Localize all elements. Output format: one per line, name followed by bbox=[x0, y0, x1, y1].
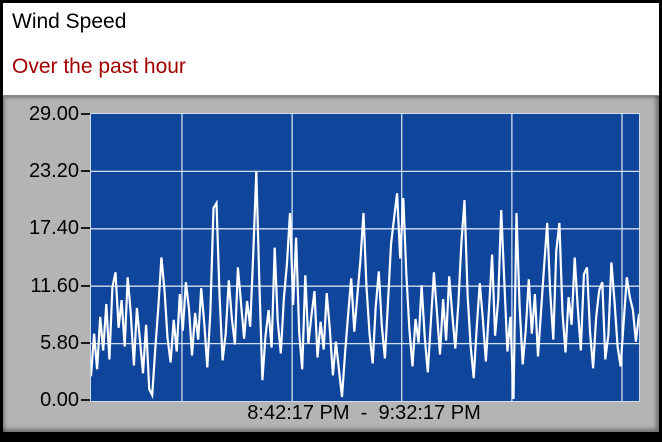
y-axis-tick-mark bbox=[81, 285, 90, 287]
y-axis-tick-mark bbox=[81, 399, 90, 401]
y-axis-tick-mark bbox=[81, 113, 90, 115]
chart-panel: 29.00 23.20 17.40 11.60 5.80 0.00 8:42:1… bbox=[3, 96, 659, 432]
y-axis-tick-mark bbox=[81, 227, 90, 229]
y-axis-tick-mark bbox=[81, 170, 90, 172]
wind-speed-line-chart bbox=[91, 114, 639, 401]
wind-speed-plot-area bbox=[90, 113, 640, 402]
y-axis-tick-label: 0.00 bbox=[40, 389, 79, 411]
y-axis-tick-label: 23.20 bbox=[28, 160, 79, 182]
y-axis-tick-mark bbox=[81, 342, 90, 344]
y-axis-tick-label: 5.80 bbox=[40, 332, 79, 354]
y-axis-tick-label: 17.40 bbox=[28, 217, 79, 239]
y-axis-tick-label: 11.60 bbox=[30, 275, 79, 297]
page-subtitle: Over the past hour bbox=[12, 55, 186, 78]
chart-header: Wind Speed Over the past hour bbox=[3, 3, 659, 96]
y-axis-tick-label: 29.00 bbox=[28, 103, 79, 125]
page-title: Wind Speed bbox=[12, 10, 127, 33]
x-axis-time-range-label: 8:42:17 PM - 9:32:17 PM bbox=[247, 402, 481, 424]
